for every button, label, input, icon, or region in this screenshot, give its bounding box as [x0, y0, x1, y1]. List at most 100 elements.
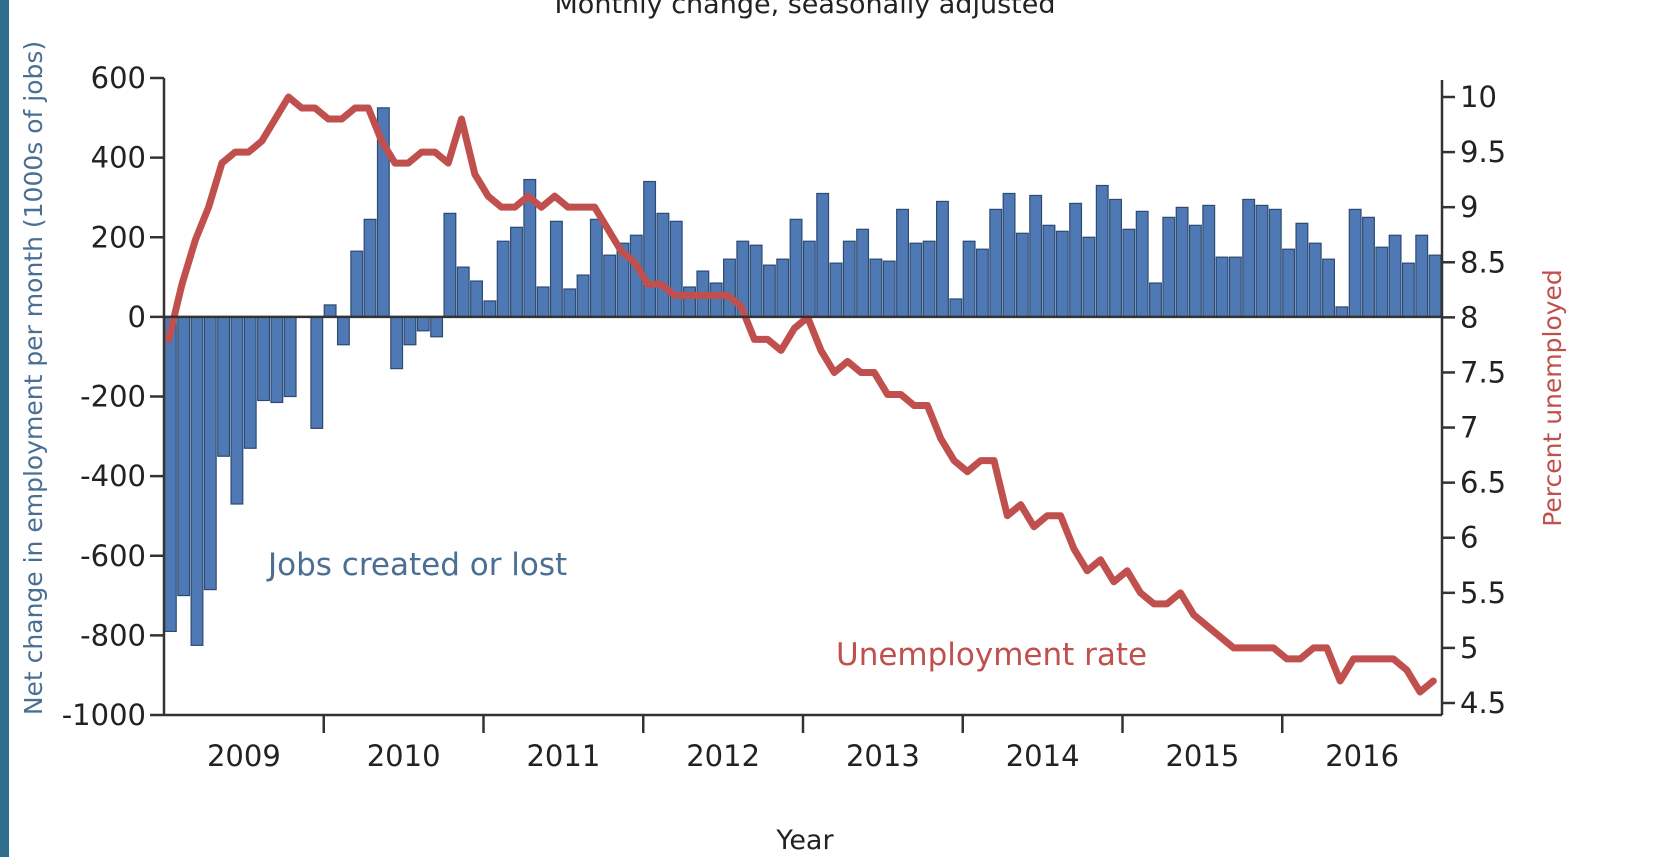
bar — [1055, 230, 1069, 318]
y-tick-label-left: 200 — [91, 220, 146, 254]
x-tick-label: 2010 — [367, 739, 441, 773]
bar — [1109, 198, 1122, 318]
bar — [456, 266, 470, 318]
bar — [336, 316, 350, 346]
bar — [1095, 184, 1109, 318]
x-tick-label: 2013 — [846, 739, 920, 773]
bar — [1175, 206, 1189, 318]
bar — [177, 316, 191, 597]
bar — [1242, 198, 1256, 318]
y-tick-label-right: 5.5 — [1460, 576, 1506, 610]
bar — [683, 286, 697, 318]
bar — [656, 212, 670, 318]
bar — [1428, 254, 1442, 318]
bar — [669, 220, 683, 318]
bar — [1042, 224, 1056, 318]
bar — [1282, 248, 1296, 318]
x-axis-title: Year — [775, 825, 834, 856]
bar — [430, 316, 444, 338]
line-layer — [165, 93, 1437, 696]
y-tick-label-right: 9.5 — [1460, 135, 1506, 169]
bar — [257, 316, 271, 402]
x-tick-label: 2016 — [1325, 739, 1399, 773]
bar — [1375, 246, 1389, 318]
y-tick-label-right: 8.5 — [1460, 245, 1506, 279]
bar — [190, 316, 204, 646]
bar — [1362, 216, 1375, 318]
y-tick-label-right: 4.5 — [1460, 686, 1506, 720]
bar — [936, 200, 949, 318]
bar — [203, 316, 217, 591]
y-tick-label-right: 9 — [1460, 190, 1478, 224]
unemployment-rate-line — [165, 93, 1437, 696]
chart-subtitle: Monthly change, seasonally adjusted — [555, 0, 1056, 20]
y-tick-label-right: 5 — [1460, 631, 1478, 665]
bar — [856, 228, 870, 318]
bar — [1215, 256, 1229, 318]
bar — [510, 226, 523, 318]
bar — [989, 208, 1003, 318]
bar — [896, 208, 910, 318]
x-tick-label: 2014 — [1006, 739, 1080, 773]
bar — [1162, 216, 1176, 318]
bar — [1015, 232, 1029, 318]
y-tick-label-right: 7 — [1460, 411, 1478, 445]
bar — [1415, 234, 1429, 318]
bar — [1202, 204, 1216, 318]
y-axis-title-left: Net change in employment per month (1000… — [19, 41, 48, 715]
bar — [802, 240, 816, 318]
bar — [869, 258, 883, 318]
bar — [709, 282, 723, 318]
bar — [350, 250, 364, 318]
bar — [962, 240, 976, 318]
y-tick-label-left: 400 — [91, 141, 146, 175]
y-tick-label-right: 6 — [1460, 521, 1478, 555]
y-tick-label-left: -600 — [80, 539, 146, 573]
bar — [323, 304, 337, 318]
bar — [776, 258, 790, 318]
bar — [723, 258, 736, 318]
y-tick-label-right: 8 — [1460, 300, 1478, 334]
bar — [1348, 208, 1362, 318]
y-tick-label-left: -800 — [80, 618, 146, 652]
y-tick-label-right: 6.5 — [1460, 466, 1506, 500]
y-tick-label-left: 0 — [128, 300, 146, 334]
bar — [1388, 234, 1402, 318]
bar — [603, 254, 617, 318]
bar — [589, 218, 603, 318]
bar — [403, 316, 417, 346]
bar — [443, 212, 457, 318]
bar — [243, 316, 257, 449]
bar — [576, 274, 590, 318]
bar — [1149, 282, 1162, 318]
bar — [536, 286, 550, 318]
bar — [949, 298, 963, 318]
y-tick-label-right: 10 — [1460, 80, 1497, 114]
left-edge-strip — [0, 0, 9, 857]
bar — [816, 192, 830, 318]
bar — [789, 218, 803, 318]
bar — [230, 316, 244, 505]
y-tick-label-right: 7.5 — [1460, 355, 1506, 389]
bar — [549, 220, 563, 318]
bar — [1069, 202, 1083, 318]
bar — [1002, 192, 1016, 318]
bar — [1228, 256, 1242, 318]
x-tick-label: 2015 — [1165, 739, 1239, 773]
bar — [163, 316, 177, 632]
bar — [1188, 224, 1202, 318]
bar — [496, 240, 510, 318]
bar — [270, 316, 284, 404]
bar — [1122, 228, 1136, 318]
bar — [749, 244, 763, 318]
bar — [1082, 236, 1096, 318]
bar — [922, 240, 936, 318]
bar — [1295, 222, 1309, 318]
bar — [882, 260, 896, 318]
bar — [762, 264, 776, 318]
annotation-jobs: Jobs created or lost — [266, 547, 567, 583]
x-tick-label: 2011 — [526, 739, 600, 773]
bar — [483, 300, 497, 318]
bar — [1335, 306, 1349, 318]
